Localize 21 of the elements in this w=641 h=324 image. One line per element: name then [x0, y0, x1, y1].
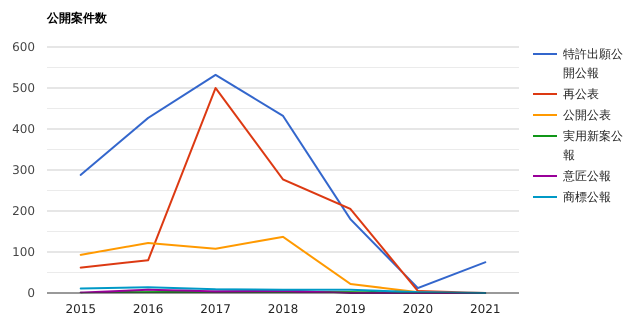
x-tick-label: 2015 [65, 302, 96, 316]
x-tick-label: 2017 [200, 302, 231, 316]
chart-title: 公開案件数 [46, 11, 108, 25]
legend-label: 実用新案公報 [563, 129, 623, 162]
y-tick-label: 600 [12, 40, 35, 54]
y-tick-label: 100 [12, 245, 35, 259]
legend-label: 再公表 [563, 87, 599, 101]
y-tick-label: 0 [27, 286, 35, 300]
legend-label: 商標公報 [563, 190, 611, 204]
x-tick-label: 2018 [268, 302, 298, 316]
y-tick-label: 200 [12, 204, 35, 218]
x-tick-label: 2019 [335, 302, 366, 316]
y-tick-label: 500 [12, 81, 35, 95]
legend-label: 公開公表 [563, 108, 611, 122]
legend-label: 意匠公報 [562, 169, 611, 183]
x-tick-label: 2016 [132, 302, 164, 316]
y-tick-label: 400 [12, 122, 35, 136]
x-tick-label: 2020 [402, 302, 434, 316]
y-tick-label: 300 [12, 163, 35, 177]
legend-label: 特許出願公開公報 [563, 47, 623, 80]
x-tick-label: 2021 [470, 302, 501, 316]
